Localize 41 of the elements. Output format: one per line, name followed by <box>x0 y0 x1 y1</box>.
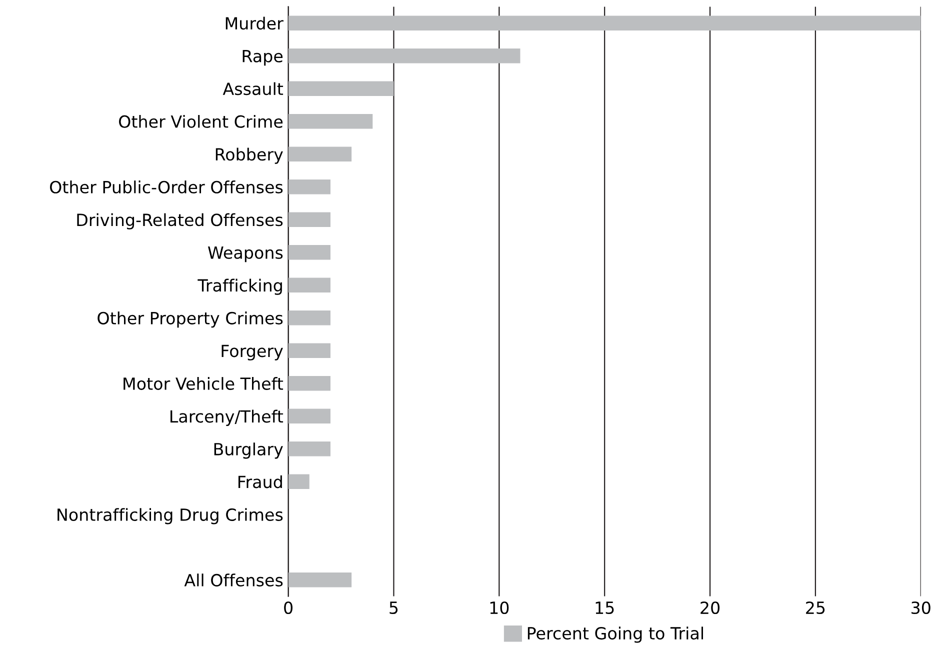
x-tick-label: 5 <box>390 602 398 614</box>
x-tick-label: 20 <box>700 601 720 614</box>
x-tick-label: 0 <box>284 601 292 614</box>
y-tick-label: Driving-Related Offenses <box>77 213 283 230</box>
y-tick-label: Robbery <box>216 148 283 164</box>
legend-label: Percent Going to Trial <box>528 626 703 643</box>
y-tick-label: Weapons <box>208 246 283 262</box>
bar <box>288 146 352 162</box>
y-tick-label: Fraud <box>238 475 282 488</box>
bar <box>288 48 520 64</box>
bar <box>288 572 352 588</box>
y-tick-label: Other Public-Order Offenses <box>50 180 283 194</box>
bar <box>288 474 310 490</box>
bar <box>288 408 330 424</box>
y-tick-label: Assault <box>222 82 284 96</box>
bar <box>288 278 330 292</box>
bar <box>288 16 921 30</box>
y-tick-label: Other Property Crimes <box>98 312 283 328</box>
y-tick-label: Forgery <box>222 344 283 360</box>
bar <box>288 114 373 129</box>
bar <box>288 179 330 194</box>
bar <box>288 212 330 227</box>
y-tick-label: Burglary <box>214 442 283 459</box>
x-tick-label: 25 <box>806 601 825 614</box>
bar <box>288 81 394 96</box>
bar <box>288 343 330 358</box>
x-tick-label: 15 <box>596 602 614 614</box>
y-tick-label: Rape <box>242 50 283 66</box>
y-tick-label: Other Violent Crime <box>119 115 283 128</box>
y-tick-label: Larceny/Theft <box>170 410 284 426</box>
x-tick-label: 30 <box>912 601 930 614</box>
bar <box>288 376 330 391</box>
y-tick-label: All Offenses <box>184 574 283 586</box>
y-tick-label: Motor Vehicle Theft <box>124 377 284 390</box>
bar <box>288 244 330 260</box>
y-tick-label: Murder <box>226 16 284 30</box>
y-tick-label: Trafficking <box>198 278 282 295</box>
x-tick-label: 10 <box>490 601 509 614</box>
y-tick-label: Nontrafficking Drug Crimes <box>58 508 283 524</box>
bar <box>288 310 330 326</box>
bar <box>288 442 330 456</box>
